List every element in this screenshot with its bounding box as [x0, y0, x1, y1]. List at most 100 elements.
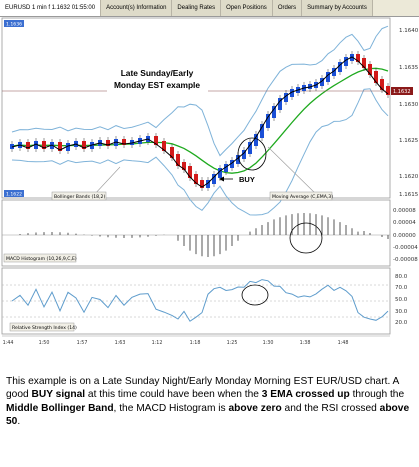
x-axis-label: 1:38 — [300, 340, 311, 346]
candle — [326, 72, 330, 82]
rsi-axis-label: 30.0 — [395, 309, 408, 315]
bollinger-upper-band — [11, 25, 389, 157]
bollinger-label: Bollinger Bands (18,2) — [54, 194, 105, 200]
bollinger-lower-band — [11, 88, 389, 216]
x-axis-label: 1:50 — [39, 340, 50, 346]
macd-histogram — [19, 213, 389, 257]
caption-text: and the RSI crossed — [281, 402, 380, 414]
price-axis-label: 1.1635 — [399, 65, 419, 71]
bottom-price-badge-text: 1.1622 — [6, 192, 22, 198]
candle — [362, 58, 366, 68]
candle — [182, 162, 186, 170]
candle — [320, 78, 324, 86]
annotation-text: Late Sunday/Early — [121, 68, 194, 78]
tab-dealing-rates[interactable]: Dealing Rates — [172, 0, 222, 16]
bollinger-label-box — [51, 191, 107, 201]
candle — [236, 155, 240, 164]
rsi-axis-label: 50.0 — [395, 297, 408, 303]
rsi-axis-label: 80.0 — [395, 274, 408, 280]
candle — [176, 154, 180, 166]
caption-text: This example is on a Late Sunday Night/E… — [6, 376, 399, 401]
candle — [42, 141, 46, 149]
candle — [284, 93, 288, 102]
rsi-axis-label: 70.0 — [395, 285, 408, 291]
candle — [34, 141, 38, 149]
caption-bold: BUY signal — [31, 389, 86, 401]
candle — [66, 143, 70, 151]
candle — [272, 106, 276, 118]
rsi-line — [11, 279, 389, 322]
price-badge-text: 1.1636 — [6, 22, 22, 28]
price-axis-label: 1.1630 — [399, 102, 419, 108]
chart-window-title[interactable]: EURUSD 1 min f 1.1632 01:55:00 — [0, 0, 102, 16]
candle — [368, 64, 372, 75]
moving-average-label-box — [269, 191, 333, 201]
caption-bold: Middle Bollinger Band — [6, 402, 114, 414]
candle — [230, 160, 234, 168]
tab-open-positions[interactable]: Open Positions — [221, 0, 273, 16]
x-axis-label: 1:12 — [152, 340, 163, 346]
candle — [356, 54, 360, 62]
candle — [218, 168, 222, 178]
caption-bold: 3 EMA crossed up — [261, 389, 350, 401]
x-axis-label: 1:30 — [263, 340, 274, 346]
candle — [206, 180, 210, 188]
tab-summary-by-accounts[interactable]: Summary by Accounts — [302, 0, 373, 16]
candle — [26, 142, 30, 149]
moving-average-label: Moving Average (C,EMA,3) — [272, 194, 333, 200]
tab-account-information[interactable]: Account(s) Information — [101, 0, 173, 16]
caption: This example is on a Late Sunday Night/E… — [6, 375, 416, 429]
candle — [188, 166, 192, 178]
caption-text: at this time could have been when the — [85, 389, 262, 401]
candle — [194, 174, 198, 184]
macd-axis-label: -0.00004 — [393, 245, 418, 251]
caption-text: . — [17, 416, 21, 428]
candle — [386, 86, 390, 95]
caption-bold: above zero — [228, 402, 282, 414]
ema-line — [11, 56, 389, 188]
chart-area[interactable]: 1.1640 1.1635 1.1630 1.1625 1.1620 1.161… — [0, 16, 419, 347]
macd-axis-label: 0.00000 — [393, 233, 416, 239]
caption-bold: above 50 — [6, 402, 410, 428]
candle — [82, 141, 86, 149]
tab-bar: EURUSD 1 min f 1.1632 01:55:00 Account(s… — [0, 0, 419, 17]
macd-axis-label: -0.00008 — [393, 257, 418, 263]
candle — [374, 71, 378, 83]
x-axis-label: 1:25 — [227, 340, 238, 346]
price-pane — [1, 17, 391, 199]
current-price-tag-text: 1.1632 — [393, 89, 411, 95]
price-axis-label: 1.1615 — [399, 192, 419, 198]
rsi-label-box — [9, 322, 75, 332]
annotation-text: Monday EST example — [114, 80, 200, 90]
rsi-label: Relative Strength Index (14) — [12, 325, 77, 331]
current-price-tag — [391, 87, 413, 95]
candle — [224, 164, 228, 172]
buy-arrow-head — [219, 176, 224, 182]
candle — [260, 124, 264, 138]
candle — [154, 136, 158, 145]
price-badge — [4, 20, 24, 27]
price-axis-label: 1.1625 — [399, 138, 419, 144]
rsi-axis-label: 20.0 — [395, 320, 408, 326]
x-axis-label: 1:57 — [77, 340, 88, 346]
candle — [380, 79, 384, 90]
candle — [106, 140, 110, 146]
price-axis-label: 1.1620 — [399, 174, 419, 180]
macd-label-box — [3, 253, 77, 263]
candle — [290, 89, 294, 97]
candle — [200, 180, 204, 188]
macd-signal-circle — [289, 222, 323, 254]
candle — [344, 57, 348, 66]
candle — [122, 139, 126, 145]
macd-axis-label: 0.00008 — [393, 208, 416, 214]
tab-orders[interactable]: Orders — [272, 0, 303, 16]
rsi-signal-circle — [241, 284, 269, 306]
buy-label: BUY — [239, 175, 255, 184]
candle — [248, 142, 252, 154]
candle — [212, 174, 216, 184]
candle — [242, 150, 246, 159]
candle — [266, 114, 270, 128]
buy-signal-circle — [237, 137, 267, 171]
macd-label: MACD Histogram (10,26,9,C,E) — [6, 256, 77, 262]
annotation-box — [107, 65, 208, 95]
